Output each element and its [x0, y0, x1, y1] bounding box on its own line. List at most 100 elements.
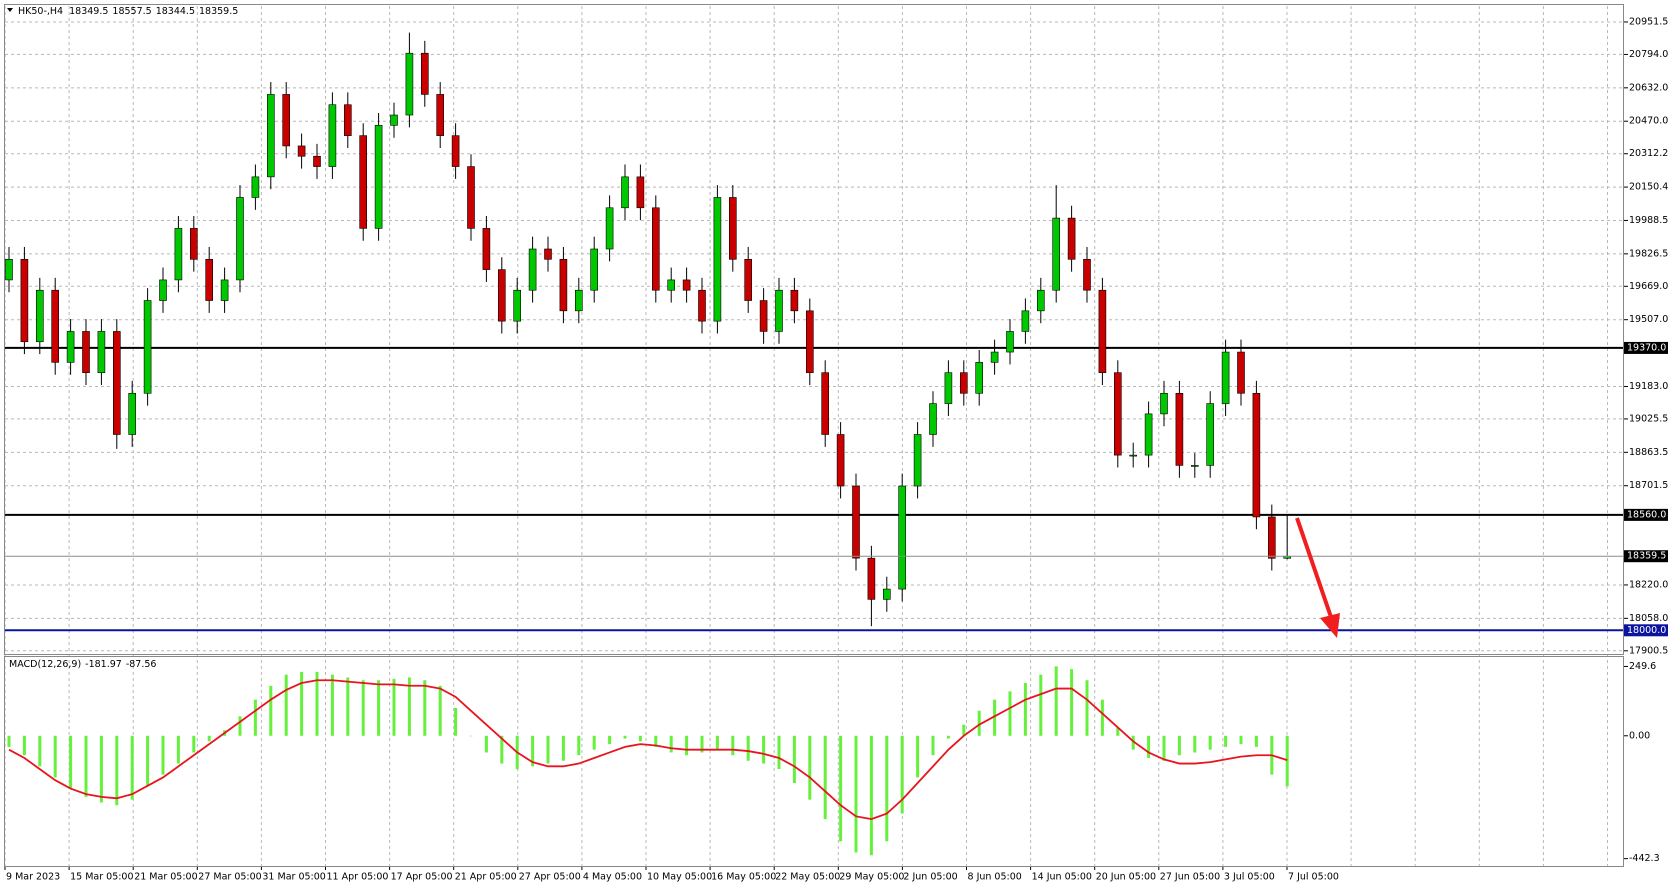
price-frame — [4, 4, 1624, 655]
menu-triangle[interactable] — [7, 8, 13, 12]
macd-bar — [377, 680, 381, 736]
candle-body — [590, 248, 599, 291]
macd-bar — [592, 735, 596, 750]
candle-body — [898, 485, 907, 590]
candle-body — [1268, 516, 1276, 559]
candle-body — [975, 362, 984, 394]
macd-bar — [823, 735, 827, 820]
x-tick-label: 21 Apr 05:00 — [455, 872, 517, 883]
candle-body — [621, 176, 629, 209]
candle-body — [497, 269, 506, 322]
x-tick-label: 15 Mar 05:00 — [70, 872, 133, 883]
macd-bar — [638, 735, 642, 742]
candle-body — [328, 104, 337, 167]
macd-bar — [346, 677, 350, 736]
candle-body — [1237, 351, 1245, 394]
macd-bar — [269, 685, 273, 736]
x-tick-label: 7 Jul 05:00 — [1288, 872, 1339, 883]
candle-body — [128, 392, 136, 435]
macd-header: MACD(12,26,9) -181.97 -87.56 — [9, 659, 156, 670]
candle-body — [159, 279, 167, 301]
macd-bar — [38, 735, 42, 767]
candle-body — [236, 197, 244, 281]
macd-bar — [392, 678, 396, 736]
candle-body — [728, 197, 737, 260]
y-tick-label: 20794.0 — [1629, 49, 1668, 60]
forecast-arrow — [1295, 517, 1340, 638]
candle-body — [313, 155, 321, 167]
candle-body — [1206, 403, 1214, 466]
candle-body — [867, 557, 876, 600]
candle-body — [420, 52, 429, 95]
high-value: 18557.5 — [112, 6, 151, 17]
candle-body — [343, 104, 352, 136]
macd-bar — [546, 735, 550, 764]
signal-value: -87.56 — [126, 659, 157, 670]
macd-bar — [654, 735, 658, 747]
y-tick-label: 0.00 — [1629, 730, 1650, 741]
candle-body — [82, 331, 90, 373]
y-tick-label: 20951.5 — [1629, 16, 1668, 27]
macd-bar — [1100, 699, 1104, 736]
candle-body — [605, 207, 614, 250]
candle-body — [852, 485, 860, 559]
arrow-head — [1320, 613, 1340, 638]
x-tick-label: 17 Apr 05:00 — [391, 872, 453, 883]
macd-bar — [1224, 735, 1228, 747]
macd-bar — [53, 735, 57, 778]
macd-bar — [1054, 666, 1058, 736]
candle-body — [297, 145, 306, 157]
macd-bar — [1254, 735, 1258, 747]
candle-body — [190, 228, 198, 260]
macd-bar — [330, 674, 334, 736]
candle-body — [1052, 217, 1060, 291]
x-tick-label: 21 Mar 05:00 — [134, 872, 197, 883]
level-label: 18000.0 — [1627, 625, 1666, 636]
macd-bar — [608, 735, 612, 745]
candle-body — [451, 135, 460, 167]
macd-bar — [808, 735, 812, 800]
macd-bar — [1131, 735, 1135, 750]
y-tick-label: 18701.5 — [1629, 480, 1668, 491]
macd-bar — [669, 735, 673, 753]
candle-body — [698, 289, 706, 322]
macd-bar — [7, 735, 11, 747]
x-tick-label: 2 Jun 05:00 — [903, 872, 957, 883]
level-label-box — [1624, 341, 1668, 354]
x-tick-label: 20 Jun 05:00 — [1096, 872, 1156, 883]
candle-body — [143, 300, 152, 394]
candle-body — [1144, 413, 1153, 456]
macd-bar — [423, 680, 427, 736]
macd-bar — [561, 735, 565, 761]
candle-body — [1037, 289, 1045, 312]
candle-body — [913, 434, 922, 487]
macd-bar — [1085, 680, 1089, 736]
current-price-box — [1624, 550, 1668, 563]
candle-body — [5, 259, 13, 281]
candle-body — [682, 279, 691, 291]
macd-bar — [176, 735, 180, 764]
x-tick-label: 31 Mar 05:00 — [262, 872, 325, 883]
x-tick-label: 10 May 05:00 — [647, 872, 712, 883]
macd-bar — [284, 674, 288, 736]
candle-body — [282, 94, 291, 147]
low-value: 18344.5 — [156, 6, 195, 17]
macd-bar — [469, 735, 473, 737]
y-tick-label: 19826.5 — [1629, 248, 1668, 259]
x-tick-label: 27 Apr 05:00 — [519, 872, 581, 883]
macd-bar — [1208, 735, 1212, 750]
macd-bar — [438, 685, 442, 736]
candle-body — [390, 114, 398, 126]
macd-bar — [993, 699, 997, 736]
candle-body — [436, 94, 445, 136]
y-tick-label: 19183.0 — [1629, 381, 1668, 392]
macd-bar — [161, 735, 165, 775]
macd-bar — [854, 735, 858, 853]
macd-bar — [685, 735, 689, 756]
candle-body — [405, 52, 414, 116]
x-tick-label: 11 Apr 05:00 — [327, 872, 389, 883]
macd-bar — [977, 710, 981, 736]
macd-bar — [1116, 727, 1120, 736]
x-tick-label: 27 Jun 05:00 — [1160, 872, 1220, 883]
